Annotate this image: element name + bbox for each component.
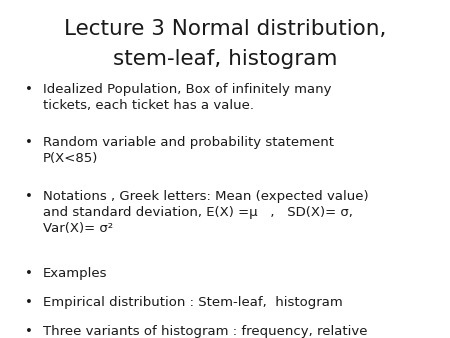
- Text: Notations , Greek letters: Mean (expected value)
and standard deviation, E(X) =μ: Notations , Greek letters: Mean (expecte…: [43, 190, 369, 235]
- Text: Three variants of histogram : frequency, relative
frequency, density(called “sta: Three variants of histogram : frequency,…: [43, 325, 375, 338]
- Text: stem-leaf, histogram: stem-leaf, histogram: [113, 49, 337, 69]
- Text: Lecture 3 Normal distribution,: Lecture 3 Normal distribution,: [64, 19, 386, 39]
- Text: •: •: [25, 267, 32, 280]
- Text: •: •: [25, 83, 32, 96]
- Text: Random variable and probability statement
P(X<85): Random variable and probability statemen…: [43, 136, 334, 165]
- Text: •: •: [25, 325, 32, 338]
- Text: •: •: [25, 190, 32, 202]
- Text: •: •: [25, 136, 32, 149]
- Text: Examples: Examples: [43, 267, 107, 280]
- Text: Idealized Population, Box of infinitely many
tickets, each ticket has a value.: Idealized Population, Box of infinitely …: [43, 83, 331, 112]
- Text: Empirical distribution : Stem-leaf,  histogram: Empirical distribution : Stem-leaf, hist…: [43, 296, 342, 309]
- Text: •: •: [25, 296, 32, 309]
